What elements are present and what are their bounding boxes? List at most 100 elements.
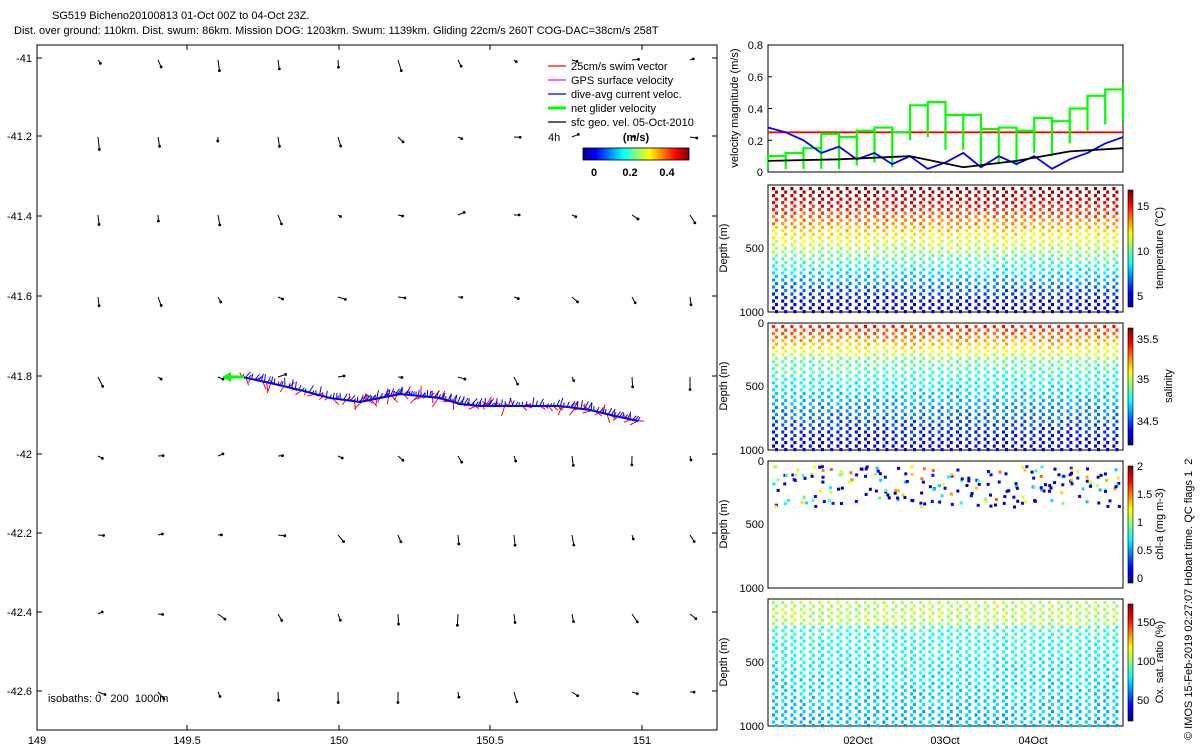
section-sample-point — [1023, 377, 1027, 381]
section-sample-point — [1103, 360, 1107, 364]
section-sample-point — [986, 204, 990, 208]
chla-sample-point — [986, 470, 990, 474]
section-sample-point — [891, 608, 895, 612]
section-sample-point — [1115, 419, 1119, 424]
section-sample-point — [848, 391, 852, 395]
section-sample-point — [1112, 299, 1116, 303]
section-sample-point — [1048, 388, 1051, 392]
section-sample-point — [1087, 405, 1091, 410]
section-sample-point — [946, 601, 950, 605]
chla-sample-point — [998, 470, 1002, 474]
section-sample-point — [1005, 267, 1008, 272]
section-sample-point — [784, 302, 788, 307]
section-sample-point — [992, 409, 996, 413]
section-sample-point — [1057, 292, 1061, 296]
section-sample-point — [772, 706, 775, 710]
section-sample-point — [1011, 229, 1015, 233]
section-sample-point — [857, 702, 861, 707]
section-sample-point — [1023, 253, 1027, 257]
section-sample-point — [1038, 388, 1042, 392]
section-sample-point — [854, 339, 858, 343]
section-sample-point — [1103, 271, 1107, 275]
section-sample-point — [790, 271, 794, 275]
section-sample-point — [965, 692, 969, 696]
section-sample-point — [1060, 433, 1064, 438]
section-sample-point — [772, 278, 775, 282]
section-sample-point — [903, 260, 907, 264]
section-sample-point — [940, 274, 944, 279]
section-sample-point — [873, 201, 877, 205]
dive-avg-current-vector — [590, 402, 593, 411]
section-sample-point — [790, 285, 794, 289]
section-sample-point — [1069, 335, 1073, 339]
section-sample-point — [928, 222, 932, 226]
section-sample-point — [1084, 664, 1088, 668]
section-sample-point — [1032, 632, 1036, 636]
section-sample-point — [928, 388, 932, 392]
section-sample-point — [894, 197, 898, 201]
section-sample-point — [937, 374, 941, 378]
section-sample-point — [1014, 384, 1018, 388]
section-sample-point — [1005, 384, 1008, 388]
section-sample-point — [772, 325, 775, 329]
section-sample-point — [784, 218, 788, 222]
section-sample-point — [922, 218, 926, 222]
section-sample-point — [928, 257, 932, 261]
section-sample-point — [772, 346, 775, 350]
section-sample-point — [882, 194, 886, 198]
section-sample-point — [1115, 639, 1119, 643]
chla-sample-point — [874, 472, 878, 476]
section-sample-point — [986, 370, 990, 374]
section-sample-point — [784, 681, 788, 686]
section-sample-point — [802, 448, 806, 452]
section-sample-point — [818, 264, 821, 268]
section-sample-point — [1011, 194, 1015, 198]
section-sample-point — [1023, 267, 1027, 272]
section-sample-point — [1032, 646, 1036, 650]
section-sample-point — [1002, 416, 1005, 420]
chla-sample-point — [1088, 480, 1092, 484]
section-sample-point — [1057, 278, 1061, 282]
section-sample-point — [790, 374, 794, 378]
section-sample-point — [845, 437, 849, 441]
section-sample-point — [919, 643, 923, 647]
section-sample-point — [974, 671, 978, 675]
section-sample-point — [891, 360, 895, 364]
section-sample-point — [799, 664, 803, 668]
section-sample-point — [1069, 653, 1073, 657]
section-sample-point — [949, 391, 953, 395]
section-sample-point — [946, 678, 950, 682]
section-sample-point — [802, 716, 806, 721]
section-sample-point — [848, 674, 852, 678]
chla-sample-point — [1033, 499, 1037, 503]
section-sample-point — [1032, 218, 1036, 222]
section-sample-point — [1060, 363, 1064, 367]
section-sample-point — [983, 292, 987, 296]
section-sample-point — [1020, 339, 1024, 343]
section-sample-point — [857, 328, 861, 332]
section-sample-point — [891, 444, 895, 448]
chla-sample-point — [1021, 495, 1025, 499]
section-sample-point — [965, 332, 969, 336]
section-sample-point — [1002, 325, 1005, 329]
section-sample-point — [1060, 716, 1064, 721]
section-sample-point — [821, 702, 824, 707]
section-sample-point — [882, 374, 886, 378]
section-sample-point — [1011, 657, 1015, 661]
section-sample-point — [882, 699, 886, 703]
chla-sample-point — [893, 491, 897, 495]
section-sample-point — [983, 692, 987, 696]
section-sample-point — [1084, 285, 1088, 289]
section-sample-point — [1038, 257, 1042, 261]
section-sample-point — [946, 444, 950, 448]
section-sample-point — [900, 292, 904, 296]
section-sample-point — [1094, 608, 1097, 612]
section-sample-point — [992, 678, 996, 682]
section-sample-point — [986, 709, 990, 714]
section-sample-point — [1014, 295, 1018, 300]
section-sample-point — [876, 328, 880, 332]
section-sample-point — [1041, 639, 1045, 643]
section-sample-point — [857, 709, 861, 714]
section-sample-point — [922, 440, 926, 445]
section-sample-point — [894, 653, 898, 657]
